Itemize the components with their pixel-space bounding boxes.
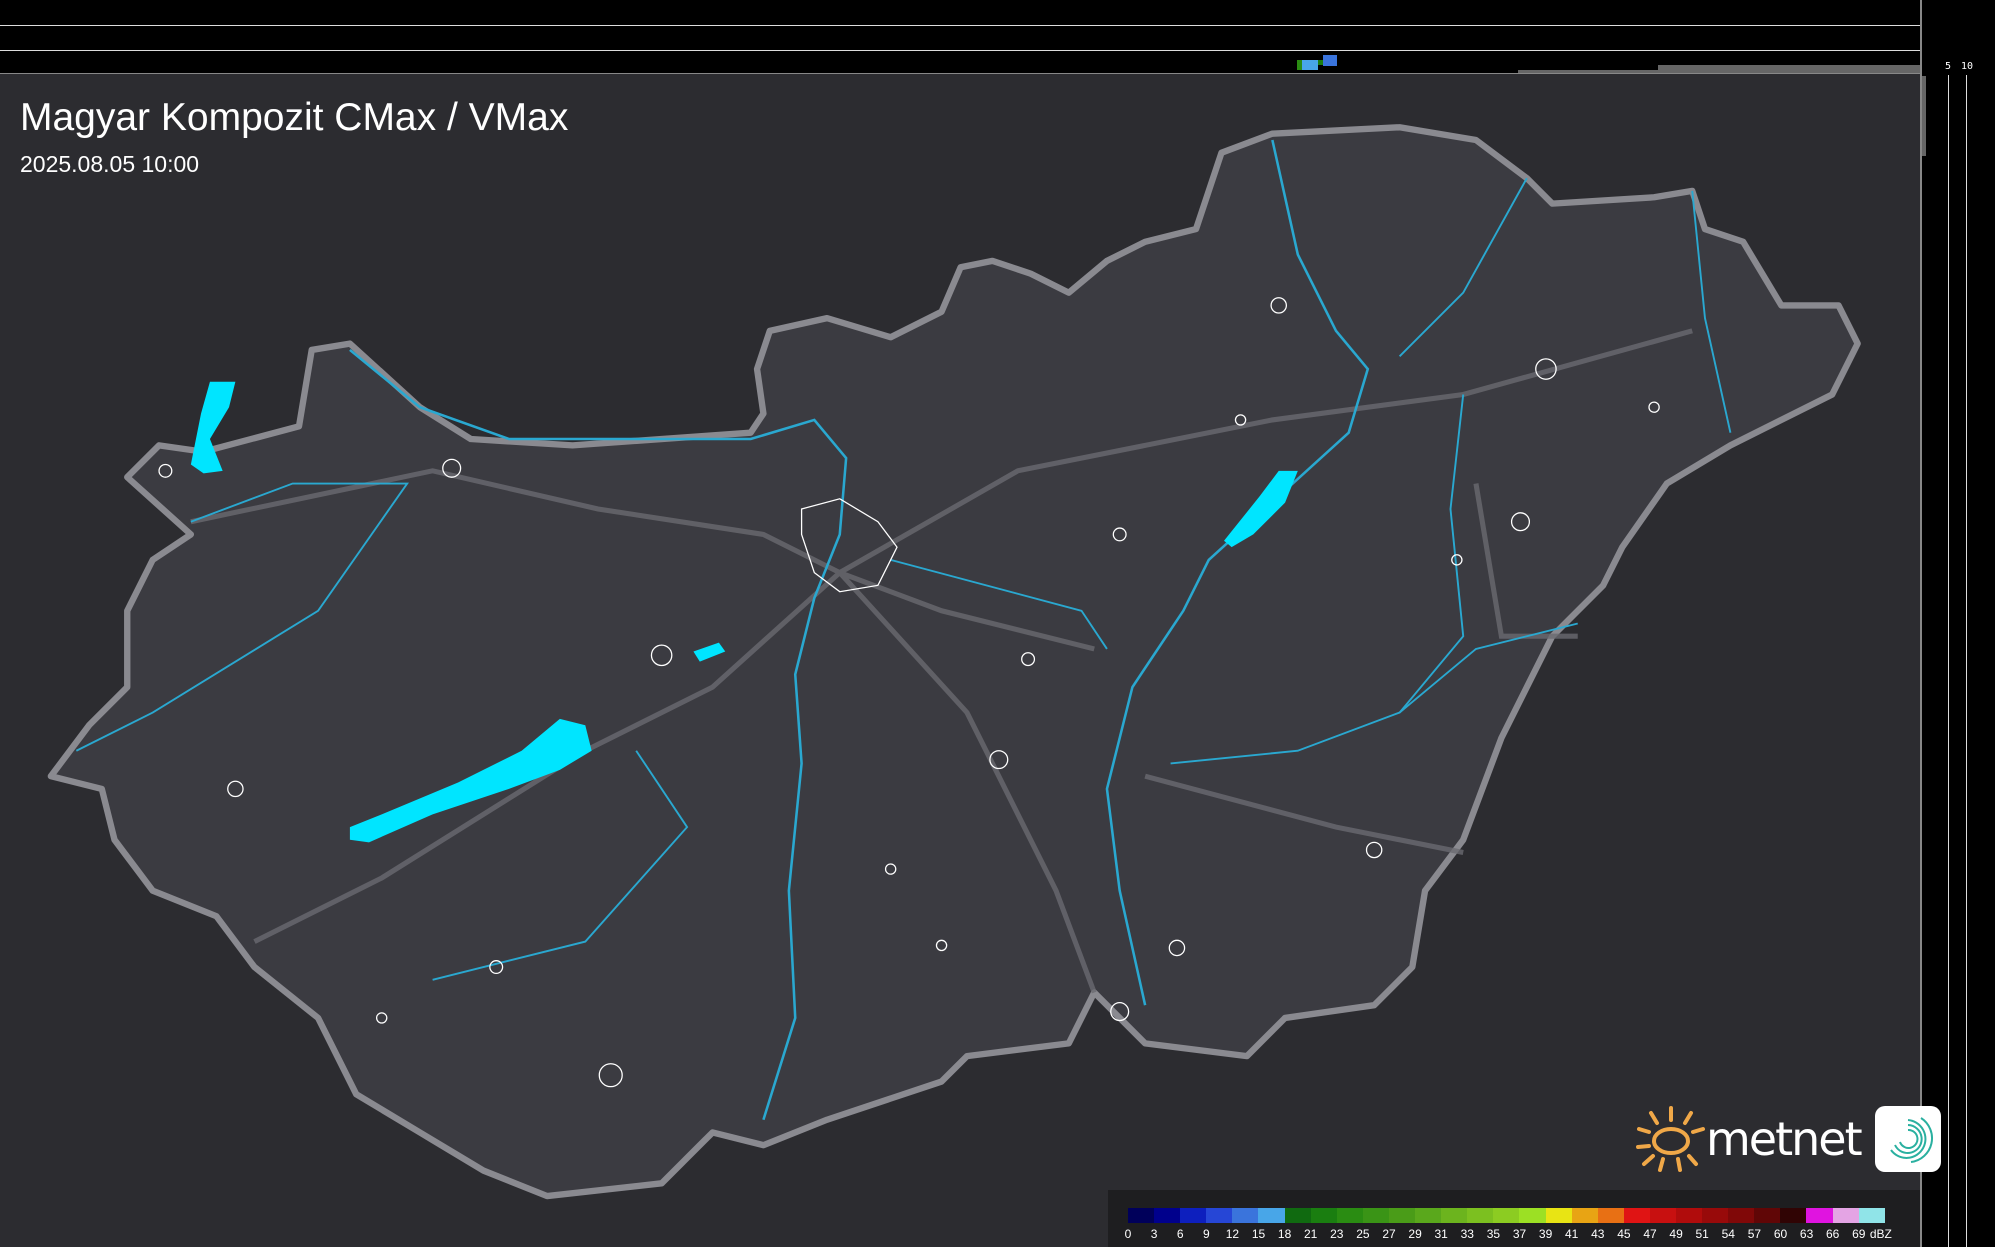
- legend-label: 66: [1826, 1227, 1840, 1241]
- legend-unit: dBZ: [1869, 1227, 1892, 1241]
- legend-label: 6: [1176, 1227, 1184, 1241]
- metnet-logo: metnet: [1636, 1104, 1941, 1174]
- legend-swatch: [1780, 1208, 1807, 1223]
- legend-swatch: [1597, 1208, 1624, 1223]
- legend-swatch: [1806, 1208, 1833, 1223]
- legend-label: 54: [1721, 1227, 1735, 1241]
- legend-labels: 0 3 6 9 12 15 18 21 23 25 27 29 31 33 35 37 39 41 43 45 47 49…: [1124, 1227, 1928, 1241]
- gridline: [1966, 75, 1967, 1247]
- vertical-profile-right: 5 10: [1920, 0, 1995, 1247]
- lake-balaton: [349, 718, 592, 843]
- legend-label: 41: [1565, 1227, 1579, 1241]
- legend-swatch: [1832, 1208, 1859, 1223]
- legend-swatch: [1467, 1208, 1494, 1223]
- legend-color-bar: [1128, 1208, 1885, 1223]
- legend-label: 23: [1330, 1227, 1344, 1241]
- echo-mark: [1323, 55, 1337, 66]
- legend-swatch: [1728, 1208, 1755, 1223]
- legend-label: 37: [1512, 1227, 1527, 1241]
- legend-label: 63: [1799, 1227, 1814, 1241]
- profile-bar: [1518, 70, 1658, 73]
- gridline: [1948, 75, 1949, 1247]
- legend-label: 43: [1591, 1227, 1605, 1241]
- profile-bar: [1922, 76, 1926, 156]
- legend-swatch: [1388, 1208, 1416, 1223]
- settlements: [158, 297, 1660, 1088]
- gridline: [0, 25, 1920, 26]
- radar-map[interactable]: Magyar Kompozit CMax / VMax 2025.08.05 1…: [0, 74, 1920, 1247]
- legend-swatch: [1623, 1208, 1650, 1223]
- dbz-color-legend: 0 3 6 9 12 15 18 21 23 25 27 29 31 33 35 37 39 41 43 45 47 49…: [1108, 1190, 1920, 1247]
- legend-swatch: [1180, 1208, 1207, 1223]
- legend-swatch: [1310, 1208, 1337, 1223]
- legend-label: 18: [1277, 1227, 1292, 1241]
- legend-label: 21: [1304, 1227, 1318, 1241]
- legend-swatch: [1415, 1208, 1442, 1223]
- profile-bar: [1658, 65, 1920, 73]
- spiral-icon: [1889, 1117, 1933, 1163]
- legend-label: 25: [1356, 1227, 1370, 1241]
- legend-label: 29: [1408, 1227, 1422, 1241]
- legend-label: 49: [1669, 1227, 1683, 1241]
- legend-swatch: [1649, 1208, 1676, 1223]
- legend-swatch: [1154, 1208, 1181, 1223]
- sun-icon: [1636, 1106, 1705, 1172]
- app-icon: [1874, 1106, 1941, 1172]
- legend-swatch: [1232, 1208, 1259, 1223]
- legend-swatch: [1519, 1208, 1546, 1223]
- legend-label: 45: [1617, 1227, 1631, 1241]
- legend-label: 60: [1773, 1227, 1788, 1241]
- rivers: [75, 139, 1732, 1121]
- legend-swatch: [1441, 1208, 1468, 1223]
- legend-swatch: [1545, 1208, 1572, 1223]
- legend-label: 47: [1643, 1227, 1657, 1241]
- legend-swatch: [1128, 1208, 1155, 1223]
- legend-label: 15: [1251, 1227, 1266, 1241]
- legend-label: 9: [1202, 1227, 1210, 1241]
- lake-ferto: [190, 381, 236, 474]
- legend-label: 31: [1434, 1227, 1448, 1241]
- legend-label: 35: [1486, 1227, 1501, 1241]
- legend-swatch: [1362, 1208, 1389, 1223]
- legend-swatch: [1571, 1208, 1598, 1223]
- legend-label: 0: [1124, 1227, 1132, 1241]
- map-canvas: [47, 124, 1861, 1200]
- legend-swatch: [1754, 1208, 1781, 1223]
- echo-mark: [1297, 60, 1305, 70]
- tick-label: 10: [1961, 61, 1974, 72]
- legend-label: 69: [1852, 1227, 1866, 1241]
- legend-label: 51: [1695, 1227, 1709, 1241]
- lake-tisza: [1224, 470, 1298, 548]
- legend-swatch: [1493, 1208, 1520, 1223]
- lakes: [190, 381, 1298, 843]
- legend-swatch: [1858, 1208, 1885, 1223]
- hungary-country: [47, 124, 1861, 1200]
- tick-label: 5: [1945, 61, 1952, 72]
- legend-label: 39: [1538, 1227, 1553, 1241]
- map-title: Magyar Kompozit CMax / VMax: [20, 96, 569, 139]
- legend-label: 3: [1150, 1227, 1158, 1241]
- legend-swatch: [1336, 1208, 1363, 1223]
- legend-swatch: [1702, 1208, 1729, 1223]
- legend-label: 33: [1460, 1227, 1474, 1241]
- map-datetime: 2025.08.05 10:00: [20, 151, 200, 177]
- legend-label: 57: [1747, 1227, 1762, 1241]
- echo-mark: [1302, 60, 1318, 70]
- legend-swatch: [1675, 1208, 1703, 1223]
- logo-text: metnet: [1706, 1112, 1863, 1166]
- legend-swatch: [1206, 1208, 1233, 1223]
- budapest: [800, 498, 898, 593]
- legend-swatch: [1284, 1208, 1311, 1223]
- gridline: [0, 50, 1920, 51]
- legend-label: 27: [1382, 1227, 1396, 1241]
- legend-label: 12: [1225, 1227, 1240, 1241]
- legend-swatch: [1258, 1208, 1285, 1223]
- lake-velence: [693, 642, 726, 662]
